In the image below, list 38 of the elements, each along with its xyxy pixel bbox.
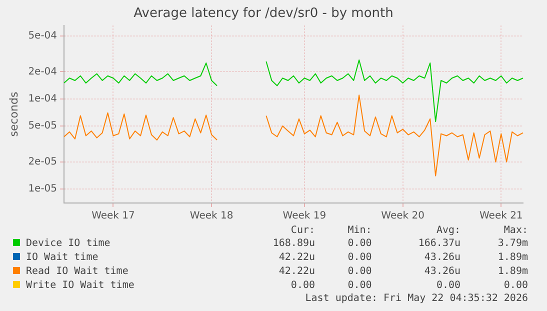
chart-title: Average latency for /dev/sr0 - by month [134, 6, 394, 22]
text: 43.26u [423, 265, 462, 279]
text: 168.89u [272, 237, 316, 251]
text: Last update: Fri May 22 04:35:32 2026 [304, 293, 529, 305]
legend-label: IO Wait time [26, 252, 98, 263]
legend-label: Device IO time [26, 238, 110, 249]
text: 43.26u [423, 251, 462, 265]
x-tick-label: Week 17 [92, 210, 135, 222]
text: 0.00 [346, 265, 373, 279]
text: 3.79m [496, 237, 529, 251]
y-tick-label: 2e-05 [28, 156, 58, 168]
text: Avg: [435, 225, 462, 237]
text: 0.00 [290, 279, 316, 293]
y-tick-label: 5e-05 [28, 120, 58, 132]
y-tick-label: 5e-04 [28, 30, 58, 42]
y-tick-label: 2e-04 [28, 66, 58, 78]
text: 0.00 [346, 237, 373, 251]
text: 42.22u [278, 265, 316, 279]
text: 0.00 [346, 279, 373, 293]
x-tick-label: Week 20 [381, 210, 424, 222]
text: Cur: [290, 225, 316, 237]
text: 0.00 [346, 251, 373, 265]
text: 42.22u [278, 251, 316, 265]
y-tick-label: 1e-05 [28, 184, 58, 195]
text: 1.89m [496, 251, 529, 265]
legend-label: Read IO Wait time [26, 266, 128, 277]
text: Max: [502, 225, 529, 237]
text: 0.00 [502, 279, 529, 293]
y-axis-title: seconds [7, 92, 20, 137]
y-tick-label: 1e-04 [28, 93, 58, 104]
text: 1.89m [496, 265, 529, 279]
x-tick-label: Week 18 [190, 210, 234, 222]
x-tick-label: Week 19 [282, 210, 326, 222]
text: 0.00 [435, 279, 462, 293]
text: Min: [346, 225, 373, 237]
x-tick-label: Week 21 [479, 210, 523, 222]
text: 166.37u [417, 237, 462, 251]
legend-label: Write IO Wait time [26, 280, 134, 291]
